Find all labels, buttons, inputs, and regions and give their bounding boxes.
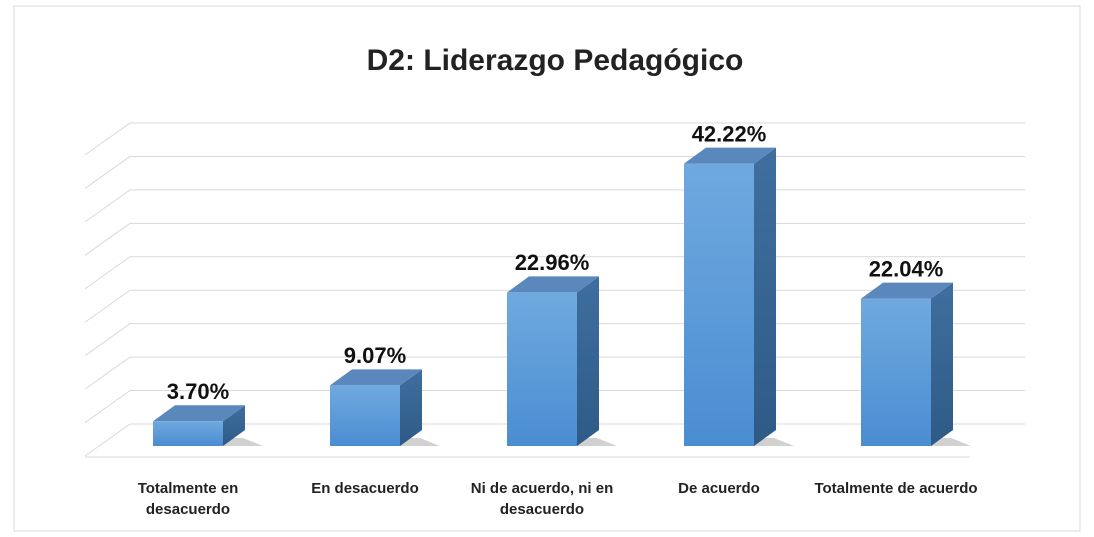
bar-side (400, 369, 422, 446)
data-label: 22.04% (869, 256, 944, 281)
x-tick-label: Totalmente en desacuerdo (137, 480, 239, 518)
data-label: 3.70% (167, 379, 229, 404)
x-tick-label: Ni de acuerdo, ni en desacuerdo (470, 480, 614, 518)
data-label: 9.07% (344, 343, 406, 368)
grid-line (84, 189, 1025, 223)
x-tick-label: De acuerdo (678, 480, 760, 497)
bar-top (684, 147, 776, 164)
bar-side (223, 405, 245, 446)
bar-side (931, 282, 953, 446)
bar-top (153, 405, 245, 422)
x-tick-label: Totalmente de acuerdo (814, 480, 978, 497)
bar-top (861, 282, 953, 299)
bar (507, 292, 577, 446)
bar (153, 421, 223, 446)
bar-side (754, 147, 776, 447)
data-label: 42.22% (692, 121, 767, 146)
bar (861, 298, 931, 446)
grid-line (84, 155, 1025, 189)
bar-side (577, 276, 599, 446)
data-label: 22.96% (515, 250, 590, 275)
grid-line (84, 122, 1025, 156)
bar (330, 385, 400, 446)
chart-border (13, 5, 1081, 532)
chart-title: D2: Liderazgo Pedagógico (367, 44, 744, 77)
bar-top (507, 276, 599, 293)
x-tick-label: En desacuerdo (311, 480, 419, 497)
bar (684, 163, 754, 447)
bar-top (330, 369, 422, 386)
